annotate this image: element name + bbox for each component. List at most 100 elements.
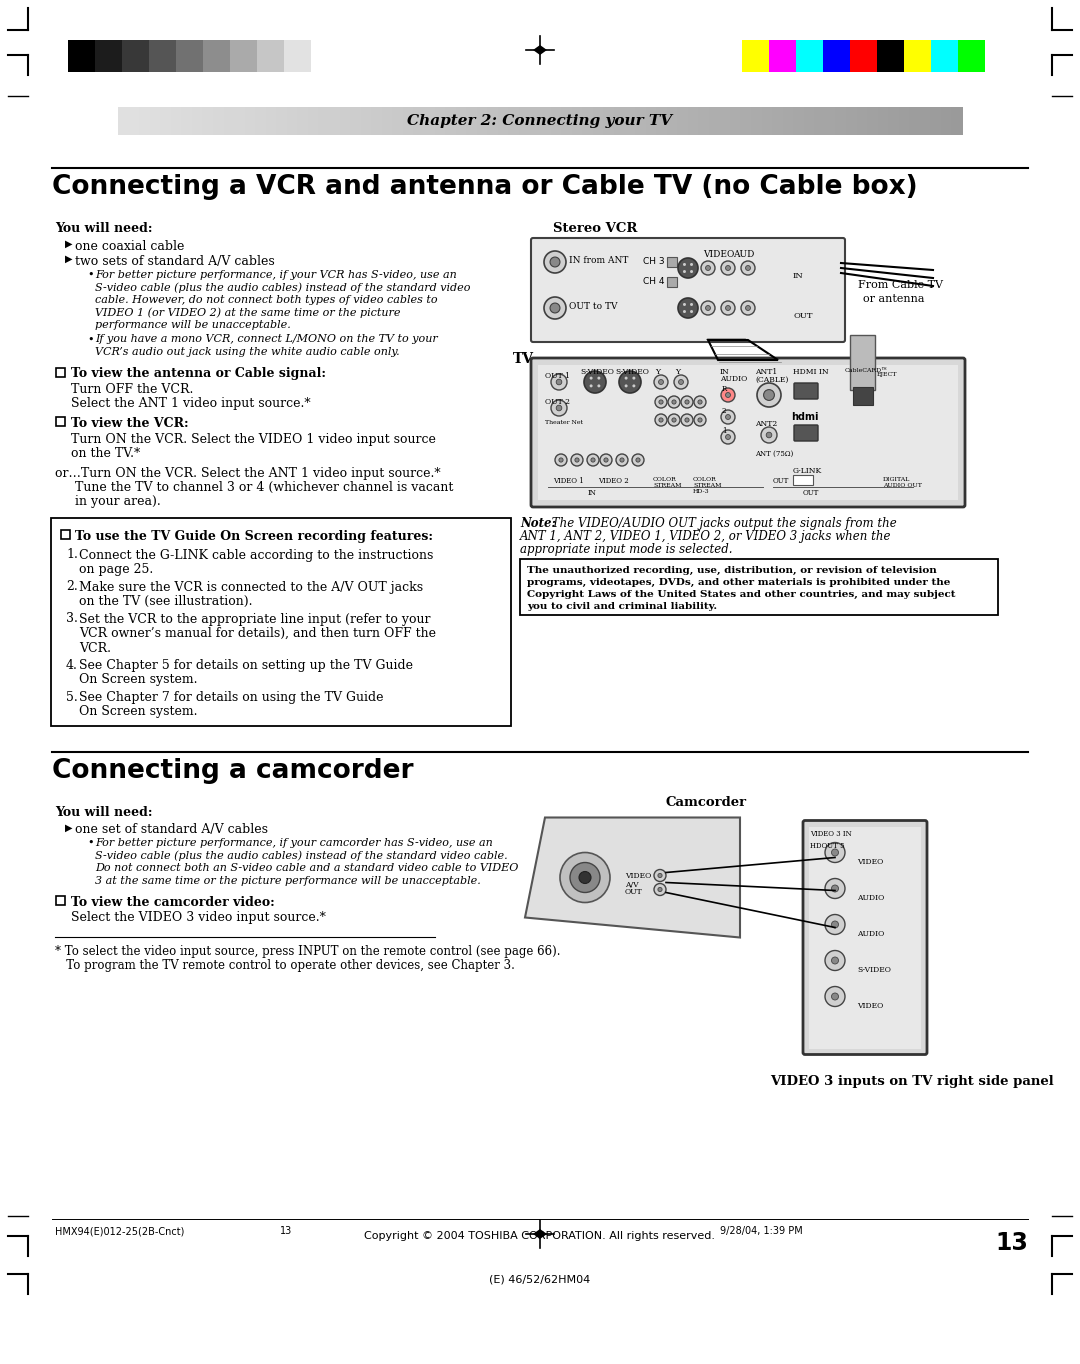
Circle shape xyxy=(745,306,751,311)
Circle shape xyxy=(681,415,693,426)
Text: OUT: OUT xyxy=(625,888,643,896)
Circle shape xyxy=(624,385,627,387)
Text: 3.: 3. xyxy=(66,612,78,626)
Circle shape xyxy=(590,385,593,387)
Text: VIDEO 1: VIDEO 1 xyxy=(553,477,584,486)
Circle shape xyxy=(654,884,666,896)
Circle shape xyxy=(832,958,838,964)
Text: programs, videotapes, DVDs, and other materials is prohibited under the: programs, videotapes, DVDs, and other ma… xyxy=(527,578,950,587)
Circle shape xyxy=(556,405,562,411)
Bar xyxy=(571,106,583,135)
Text: (E) 46/52/62HM04: (E) 46/52/62HM04 xyxy=(489,1274,591,1284)
FancyBboxPatch shape xyxy=(804,821,927,1054)
Text: G-LINK: G-LINK xyxy=(793,466,822,475)
Text: ANT (75Ω): ANT (75Ω) xyxy=(755,450,793,458)
Bar xyxy=(311,40,338,72)
Bar xyxy=(867,106,879,135)
Text: in your area).: in your area). xyxy=(75,495,161,509)
Circle shape xyxy=(575,458,579,462)
Bar xyxy=(761,106,773,135)
Text: ▶: ▶ xyxy=(65,824,72,832)
Circle shape xyxy=(633,376,635,379)
Bar xyxy=(372,106,382,135)
Circle shape xyxy=(690,263,693,266)
Text: EJECT: EJECT xyxy=(877,372,897,376)
Bar xyxy=(688,106,699,135)
Text: or…Turn ON the VCR. Select the ANT 1 video input source.*: or…Turn ON the VCR. Select the ANT 1 vid… xyxy=(55,466,441,480)
Bar xyxy=(804,106,815,135)
Circle shape xyxy=(561,852,610,903)
Circle shape xyxy=(672,400,676,404)
Circle shape xyxy=(685,400,689,404)
Bar xyxy=(56,367,65,376)
Bar xyxy=(538,366,958,501)
Circle shape xyxy=(654,396,667,408)
Text: S-video cable (plus the audio cables) instead of the standard video: S-video cable (plus the audio cables) in… xyxy=(95,282,471,293)
Text: Turn OFF the VCR.: Turn OFF the VCR. xyxy=(71,383,193,396)
Text: 2: 2 xyxy=(723,406,727,415)
Circle shape xyxy=(705,266,711,270)
Circle shape xyxy=(721,261,735,276)
Circle shape xyxy=(726,435,730,439)
Circle shape xyxy=(761,427,777,443)
Bar xyxy=(60,531,70,539)
Circle shape xyxy=(825,914,845,934)
Circle shape xyxy=(721,301,735,315)
Circle shape xyxy=(674,375,688,389)
Text: cable. However, do not connect both types of video cables to: cable. However, do not connect both type… xyxy=(95,295,437,306)
Bar xyxy=(181,106,193,135)
Text: Y: Y xyxy=(654,368,660,376)
Bar xyxy=(122,40,149,72)
Bar xyxy=(853,387,873,405)
Text: 2.: 2. xyxy=(66,581,78,593)
Circle shape xyxy=(544,251,566,273)
Bar xyxy=(129,106,140,135)
Bar xyxy=(192,106,203,135)
Text: 13: 13 xyxy=(995,1230,1028,1255)
Bar xyxy=(224,106,235,135)
Circle shape xyxy=(690,310,693,312)
Bar xyxy=(266,106,278,135)
Text: OUT 2: OUT 2 xyxy=(545,398,570,406)
Text: OUT 1: OUT 1 xyxy=(545,372,570,381)
Bar xyxy=(118,106,130,135)
Text: Connecting a VCR and antenna or Cable TV (no Cable box): Connecting a VCR and antenna or Cable TV… xyxy=(52,175,918,201)
Text: hdmi: hdmi xyxy=(791,412,819,421)
Circle shape xyxy=(741,301,755,315)
Text: TV: TV xyxy=(513,352,534,366)
Bar xyxy=(793,475,813,486)
Bar xyxy=(667,256,677,267)
Text: The VIDEO/AUDIO OUT jacks output the signals from the: The VIDEO/AUDIO OUT jacks output the sig… xyxy=(548,517,896,531)
Bar xyxy=(593,106,605,135)
FancyBboxPatch shape xyxy=(794,383,818,400)
Bar xyxy=(878,106,889,135)
Circle shape xyxy=(698,417,702,421)
Text: AUDIO: AUDIO xyxy=(858,893,885,902)
Text: IN: IN xyxy=(588,490,597,496)
Circle shape xyxy=(825,843,845,862)
Text: •: • xyxy=(87,270,94,280)
Text: Connect the G-LINK cable according to the instructions: Connect the G-LINK cable according to th… xyxy=(79,548,433,562)
Circle shape xyxy=(721,387,735,402)
Circle shape xyxy=(832,885,838,892)
Text: Tune the TV to channel 3 or 4 (whichever channel is vacant: Tune the TV to channel 3 or 4 (whichever… xyxy=(75,481,454,494)
Circle shape xyxy=(544,297,566,319)
Circle shape xyxy=(597,385,600,387)
Text: To view the antenna or Cable signal:: To view the antenna or Cable signal: xyxy=(71,367,326,381)
Text: VIDEO 3 inputs on TV right side panel: VIDEO 3 inputs on TV right side panel xyxy=(770,1075,1054,1088)
Text: appropriate input mode is selected.: appropriate input mode is selected. xyxy=(519,543,732,557)
Text: AUDIO: AUDIO xyxy=(720,375,747,383)
Text: Copyright © 2004 TOSHIBA CORPORATION. All rights reserved.: Copyright © 2004 TOSHIBA CORPORATION. Al… xyxy=(365,1230,715,1241)
FancyBboxPatch shape xyxy=(531,237,845,342)
Bar xyxy=(234,106,245,135)
Bar xyxy=(809,827,921,1049)
Circle shape xyxy=(551,374,567,390)
Bar xyxy=(160,106,172,135)
Bar xyxy=(308,106,320,135)
Text: on the TV (see illustration).: on the TV (see illustration). xyxy=(79,595,253,608)
Circle shape xyxy=(591,458,595,462)
Circle shape xyxy=(678,297,698,318)
Text: 5.: 5. xyxy=(66,692,78,704)
Text: CableCARD™: CableCARD™ xyxy=(845,368,889,372)
Bar xyxy=(381,106,393,135)
